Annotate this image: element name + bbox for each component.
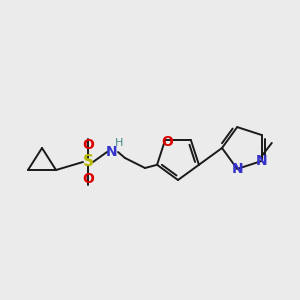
Text: H: H xyxy=(115,138,123,148)
Text: N: N xyxy=(231,162,243,176)
Text: O: O xyxy=(82,138,94,152)
Text: N: N xyxy=(256,154,268,168)
Text: O: O xyxy=(161,135,173,149)
Text: S: S xyxy=(82,154,94,169)
Text: N: N xyxy=(106,145,118,159)
Text: O: O xyxy=(82,172,94,186)
